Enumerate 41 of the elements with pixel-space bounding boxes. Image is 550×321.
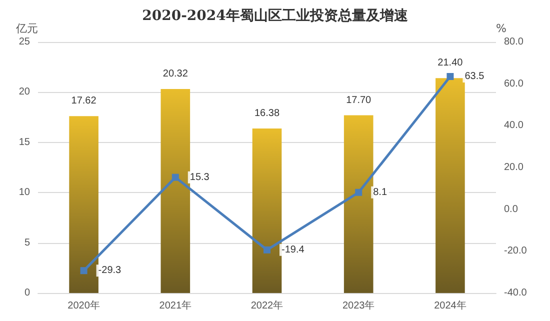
data-label: 17.62 — [71, 96, 97, 107]
data-label: -29.3 — [98, 265, 122, 276]
point — [264, 246, 270, 254]
point — [355, 188, 362, 196]
bar — [252, 128, 282, 293]
x-tick-label: 2024年 — [434, 300, 466, 312]
bar — [436, 78, 465, 293]
data-label: 17.70 — [346, 94, 372, 106]
x-tick-label: 2022年 — [250, 300, 284, 312]
data-label: 63.5 — [464, 71, 485, 82]
data-label: 20.32 — [162, 68, 188, 80]
x-tick-label: 2023年 — [342, 300, 375, 312]
y2-tick-label: -20.0 — [504, 246, 528, 257]
y2-tick-label: 80.0 — [504, 36, 524, 48]
y2-axis-title: % — [496, 22, 506, 35]
y-axis-title: 亿元 — [15, 22, 38, 35]
point — [80, 267, 88, 274]
x-tick-label: 2021年 — [159, 300, 192, 312]
y2-tick-label: 60.0 — [504, 78, 524, 90]
bar — [344, 115, 374, 293]
data-label: 16.38 — [254, 108, 280, 120]
bar — [69, 116, 98, 293]
x-tick-label: 2020年 — [68, 300, 100, 312]
point — [172, 174, 179, 181]
y2-tick-label: 0.0 — [504, 204, 518, 215]
y2-tick-label: 20.0 — [504, 162, 524, 173]
y-tick-label: 0 — [24, 288, 30, 298]
data-label: -19.4 — [282, 244, 305, 256]
y-tick-label: 15 — [18, 136, 30, 148]
data-label: 21.40 — [438, 58, 464, 69]
bar — [160, 88, 190, 293]
y-tick-label: 25 — [18, 36, 30, 48]
point — [446, 73, 454, 80]
y-tick-label: 20 — [18, 86, 30, 98]
data-label: 15.3 — [190, 172, 210, 183]
y-tick-label: 5 — [24, 237, 30, 248]
y-tick-label: 10 — [18, 187, 30, 198]
y2-tick-label: 40.0 — [504, 120, 524, 132]
data-label: 8.1 — [373, 186, 388, 198]
chart-title: 2020-2024年蜀山区工业投资总量及增速 — [142, 8, 409, 24]
y2-tick-label: -40.0 — [504, 288, 528, 298]
